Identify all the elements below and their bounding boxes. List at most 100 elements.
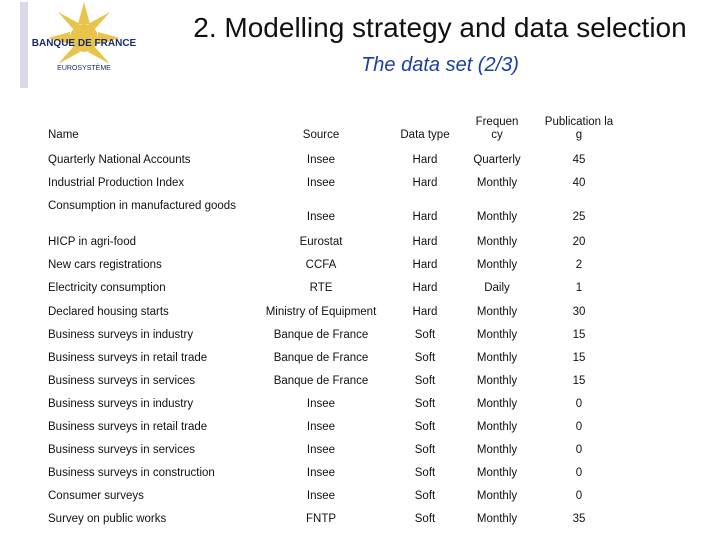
cell-value: Monthly — [473, 177, 521, 190]
cell-value-text: Ministry of Equipment — [265, 305, 377, 318]
cell-value: Monthly — [473, 352, 521, 365]
row-name: Business surveys in construction — [48, 467, 238, 480]
cell-value-text: 2 — [575, 259, 583, 272]
cell-value-text: CCFA — [305, 259, 337, 272]
cell-value: Banque de France — [246, 352, 396, 365]
cell-value-text: Soft — [414, 513, 436, 526]
cell-value-text: Soft — [414, 397, 436, 410]
cell-value-text: Insee — [306, 421, 336, 433]
cell-value-text: Monthly — [476, 351, 518, 364]
cell-value-text: Monthly — [476, 467, 518, 480]
cell-value: Banque de France — [246, 375, 396, 388]
row-name: Quarterly National Accounts — [48, 154, 238, 167]
column-header-text: Publication lag — [544, 116, 614, 141]
row-name-text: Declared housing starts — [48, 305, 169, 318]
subtitle: The data set (2/3) — [361, 54, 519, 76]
cell-value-text: Hard — [412, 211, 438, 224]
cell-value: Insee — [246, 490, 396, 503]
row-name: HICP in agri-food — [48, 236, 238, 249]
cell-value-text: 0 — [575, 421, 583, 433]
cell-value-text: RTE — [309, 282, 333, 295]
cell-value: Ministry of Equipment — [246, 306, 396, 319]
title: 2. Modelling strategy and data selection — [193, 12, 687, 43]
cell-value: Soft — [400, 421, 450, 434]
cell-value-text: Insee — [306, 397, 336, 410]
cell-value: Hard — [400, 154, 450, 167]
cell-value: Soft — [400, 375, 450, 388]
logo-sun — [48, 2, 120, 64]
row-name-text: Business surveys in construction — [48, 467, 215, 480]
cell-value: Insee — [246, 444, 396, 457]
cell-value-text: 15 — [572, 351, 586, 364]
column-header: Data type — [400, 102, 450, 142]
cell-value-text: Monthly — [476, 305, 518, 318]
cell-value: 20 — [544, 236, 614, 249]
cell-value: FNTP — [246, 513, 396, 526]
cell-value-text: Monthly — [476, 328, 518, 341]
logo-name: BANQUE DE FRANCE — [32, 38, 137, 49]
cell-value: Hard — [400, 177, 450, 190]
cell-value-text: Monthly — [476, 236, 518, 249]
row-name: Consumption in manufactured goods — [48, 200, 238, 213]
cell-value: Hard — [400, 306, 450, 319]
cell-value-text: Soft — [414, 444, 436, 457]
cell-value-text: Monthly — [476, 211, 518, 224]
row-name: Business surveys in industry — [48, 398, 238, 411]
cell-value-text: Banque de France — [273, 374, 369, 387]
cell-value-text: Monthly — [476, 374, 518, 387]
cell-value: Monthly — [473, 398, 521, 411]
cell-value: 40 — [544, 177, 614, 190]
cell-value: Monthly — [473, 421, 521, 434]
cell-value: Monthly — [473, 513, 521, 526]
cell-value: Monthly — [473, 467, 521, 480]
cell-value: Monthly — [473, 236, 521, 249]
column-header: Frequency — [473, 102, 521, 142]
cell-value-text: 15 — [572, 328, 586, 341]
cell-value: 15 — [544, 329, 614, 342]
cell-value-text: Soft — [414, 374, 436, 387]
row-name-text: Consumer surveys — [48, 490, 144, 503]
cell-value: 25 — [544, 211, 614, 224]
row-name-text: HICP in agri-food — [48, 236, 136, 249]
cell-value-text: 15 — [572, 374, 586, 387]
row-name-text: Quarterly National Accounts — [48, 154, 191, 166]
cell-value: Hard — [400, 211, 450, 224]
cell-value-text: 45 — [572, 154, 586, 166]
row-name-text: Business surveys in retail trade — [48, 351, 208, 364]
cell-value: 0 — [544, 490, 614, 503]
cell-value-text: Monthly — [476, 444, 518, 457]
cell-value-text: 40 — [572, 177, 586, 190]
cell-value-text: Hard — [412, 154, 438, 166]
row-name: Declared housing starts — [48, 306, 238, 319]
cell-value: 30 — [544, 306, 614, 319]
cell-value-text: Daily — [484, 282, 510, 295]
column-header-text: Frequency — [475, 116, 519, 141]
cell-value-text: 30 — [572, 305, 586, 318]
row-name-text: Electricity consumption — [48, 282, 166, 295]
cell-value-text: Soft — [414, 467, 436, 480]
logo: BANQUE DE FRANCE EUROSYSTÈME — [20, 2, 137, 88]
row-name: Business surveys in services — [48, 444, 238, 457]
cell-value-text: Monthly — [476, 513, 518, 526]
cell-value-text: 0 — [575, 467, 583, 480]
row-name: New cars registrations — [48, 259, 238, 272]
row-name: Survey on public works — [48, 513, 238, 526]
row-name: Business surveys in retail trade — [48, 352, 238, 365]
cell-value-text: 0 — [575, 397, 583, 410]
cell-value-text: 0 — [575, 444, 583, 457]
cell-value-text: 1 — [575, 282, 583, 295]
cell-value: Insee — [246, 177, 396, 190]
cell-value-text: Insee — [306, 467, 336, 480]
cell-value-text: Monthly — [476, 259, 518, 272]
cell-value: Insee — [246, 398, 396, 411]
column-header-text: Data type — [400, 129, 450, 141]
cell-value-text: Hard — [412, 282, 438, 295]
cell-value: Insee — [246, 154, 396, 167]
cell-value: Monthly — [473, 444, 521, 457]
cell-value: Insee — [246, 211, 396, 224]
cell-value: Hard — [400, 236, 450, 249]
cell-value: Quarterly — [473, 154, 521, 167]
cell-value-text: Hard — [412, 177, 438, 190]
cell-value-text: Monthly — [476, 421, 518, 433]
cell-value: Monthly — [473, 259, 521, 272]
